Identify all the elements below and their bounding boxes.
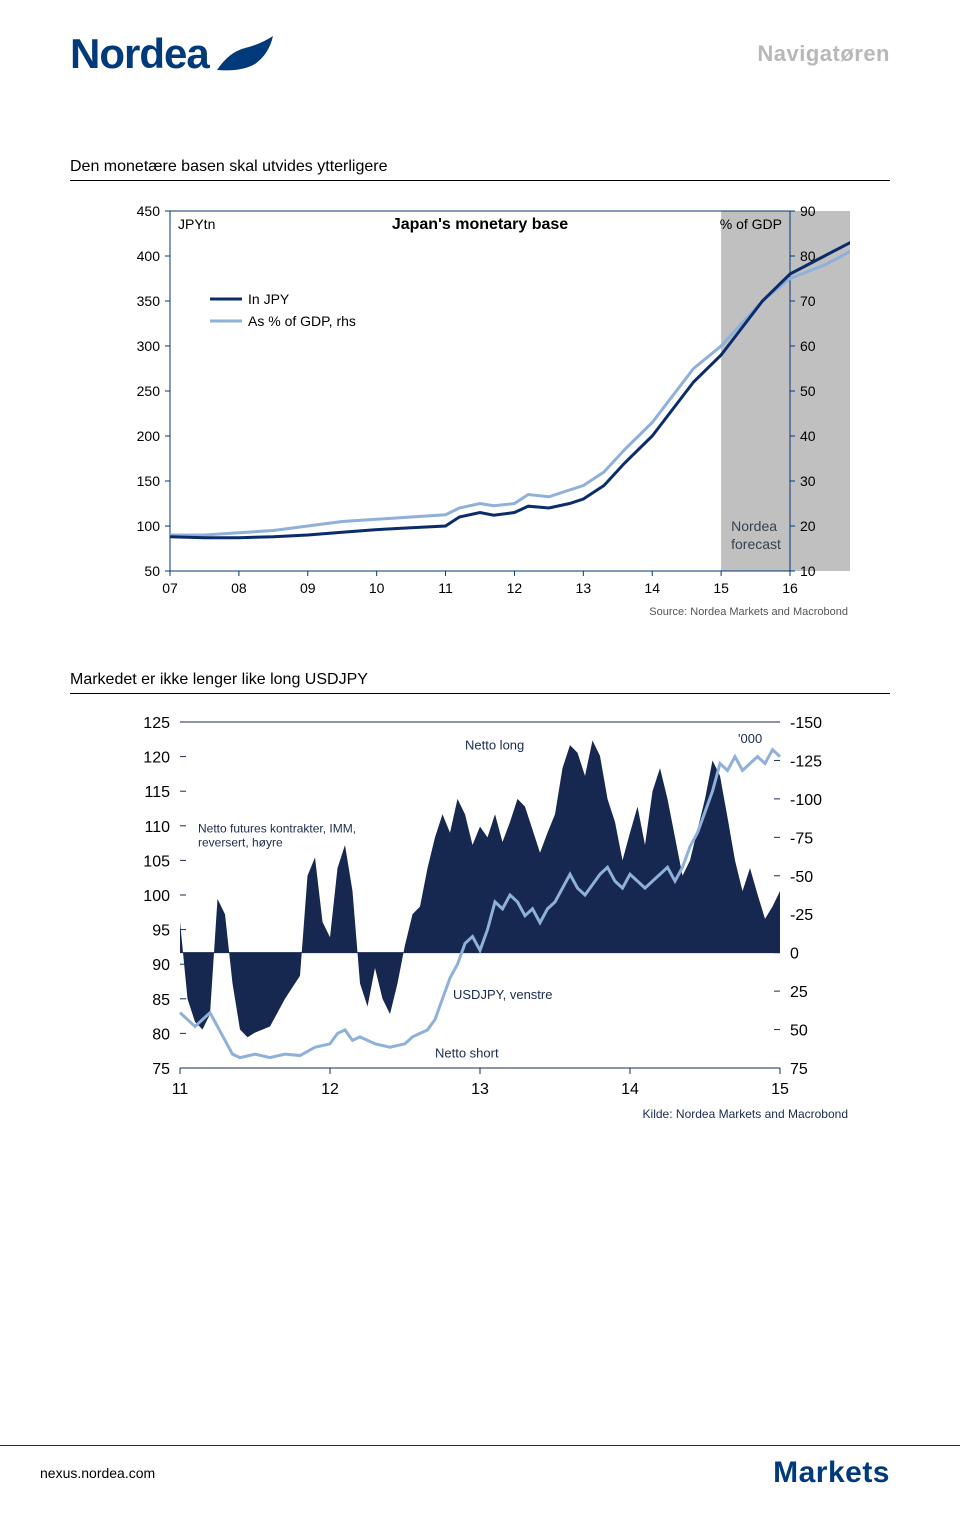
document-title: Navigatøren xyxy=(757,41,890,67)
svg-text:100: 100 xyxy=(143,888,170,905)
svg-text:% of GDP: % of GDP xyxy=(720,216,782,232)
svg-text:08: 08 xyxy=(231,580,247,596)
svg-text:50: 50 xyxy=(800,383,816,399)
svg-text:reversert, høyre: reversert, høyre xyxy=(198,836,283,850)
logo-text: Nordea xyxy=(70,30,209,78)
svg-text:50: 50 xyxy=(790,1023,808,1040)
header: Nordea Navigatøren xyxy=(70,30,890,78)
svg-text:Source: Nordea Markets and Mac: Source: Nordea Markets and Macrobond xyxy=(649,606,848,618)
svg-text:200: 200 xyxy=(137,428,161,444)
chart2-container: 7580859095100105110115120125-150-125-100… xyxy=(110,704,850,1124)
svg-text:110: 110 xyxy=(144,819,170,836)
svg-text:10: 10 xyxy=(369,580,385,596)
section1-title: Den monetære basen skal utvides ytterlig… xyxy=(70,158,890,181)
svg-text:75: 75 xyxy=(152,1061,170,1078)
page: Nordea Navigatøren Den monetære basen sk… xyxy=(0,0,960,1526)
footer-brand: Markets xyxy=(773,1456,890,1490)
svg-text:450: 450 xyxy=(137,203,161,219)
chart1: 50 100 150 200 250 300 350 400 450 10 20 30 40 50 60 70… xyxy=(110,191,850,621)
svg-text:As % of GDP, rhs: As % of GDP, rhs xyxy=(248,313,356,329)
svg-text:16: 16 xyxy=(782,580,798,596)
svg-text:20: 20 xyxy=(800,518,816,534)
svg-text:Kilde: Nordea Markets and Macr: Kilde: Nordea Markets and Macrobond xyxy=(643,1107,848,1121)
svg-text:13: 13 xyxy=(576,580,592,596)
svg-text:300: 300 xyxy=(137,338,161,354)
svg-text:350: 350 xyxy=(137,293,161,309)
svg-text:30: 30 xyxy=(800,473,816,489)
svg-text:70: 70 xyxy=(800,293,816,309)
svg-text:13: 13 xyxy=(471,1081,489,1098)
svg-text:-125: -125 xyxy=(790,753,822,770)
svg-text:-25: -25 xyxy=(790,907,813,924)
svg-text:80: 80 xyxy=(152,1026,170,1043)
svg-text:11: 11 xyxy=(438,580,453,596)
svg-text:115: 115 xyxy=(144,784,170,801)
nordea-logo: Nordea xyxy=(70,30,275,78)
svg-text:Netto futures kontrakter, IMM,: Netto futures kontrakter, IMM, xyxy=(198,822,356,836)
chart1-container: 50 100 150 200 250 300 350 400 450 10 20 30 40 50 60 70… xyxy=(110,191,850,621)
sail-icon xyxy=(215,34,275,74)
section2-title: Markedet er ikke lenger like long USDJPY xyxy=(70,671,890,694)
svg-text:40: 40 xyxy=(800,428,816,444)
svg-text:Japan's monetary base: Japan's monetary base xyxy=(392,216,568,233)
svg-text:75: 75 xyxy=(790,1061,808,1078)
svg-text:12: 12 xyxy=(321,1081,339,1098)
svg-text:09: 09 xyxy=(300,580,316,596)
svg-text:60: 60 xyxy=(800,338,816,354)
svg-text:90: 90 xyxy=(152,957,170,974)
svg-text:95: 95 xyxy=(152,923,170,940)
svg-text:150: 150 xyxy=(137,473,161,489)
svg-text:'000: '000 xyxy=(738,731,762,746)
svg-text:125: 125 xyxy=(143,715,170,732)
svg-text:105: 105 xyxy=(143,853,170,870)
svg-text:120: 120 xyxy=(143,750,170,767)
svg-text:85: 85 xyxy=(152,992,170,1009)
svg-text:12: 12 xyxy=(507,580,523,596)
svg-text:15: 15 xyxy=(713,580,729,596)
svg-text:In JPY: In JPY xyxy=(248,291,290,307)
svg-text:USDJPY, venstre: USDJPY, venstre xyxy=(453,987,552,1002)
svg-text:50: 50 xyxy=(144,563,160,579)
chart2: 7580859095100105110115120125-150-125-100… xyxy=(110,704,850,1124)
svg-text:90: 90 xyxy=(800,203,816,219)
svg-text:-150: -150 xyxy=(790,715,822,732)
svg-text:25: 25 xyxy=(790,984,808,1001)
svg-text:250: 250 xyxy=(137,383,161,399)
svg-text:10: 10 xyxy=(800,563,816,579)
svg-text:400: 400 xyxy=(137,248,161,264)
svg-text:Netto long: Netto long xyxy=(465,738,524,753)
svg-text:JPYtn: JPYtn xyxy=(178,216,215,232)
svg-text:Netto short: Netto short xyxy=(435,1046,499,1061)
svg-text:-100: -100 xyxy=(790,792,822,809)
svg-text:100: 100 xyxy=(137,518,161,534)
svg-text:-50: -50 xyxy=(790,869,813,886)
svg-text:-75: -75 xyxy=(790,830,813,847)
svg-text:11: 11 xyxy=(172,1081,189,1098)
svg-text:15: 15 xyxy=(771,1081,789,1098)
svg-text:0: 0 xyxy=(790,946,799,963)
footer-url: nexus.nordea.com xyxy=(40,1465,155,1481)
footer: nexus.nordea.com Markets xyxy=(0,1445,960,1490)
svg-text:14: 14 xyxy=(621,1081,639,1098)
svg-text:Nordea: Nordea xyxy=(731,518,777,534)
svg-text:07: 07 xyxy=(162,580,178,596)
svg-text:forecast: forecast xyxy=(731,536,781,552)
svg-text:14: 14 xyxy=(644,580,660,596)
